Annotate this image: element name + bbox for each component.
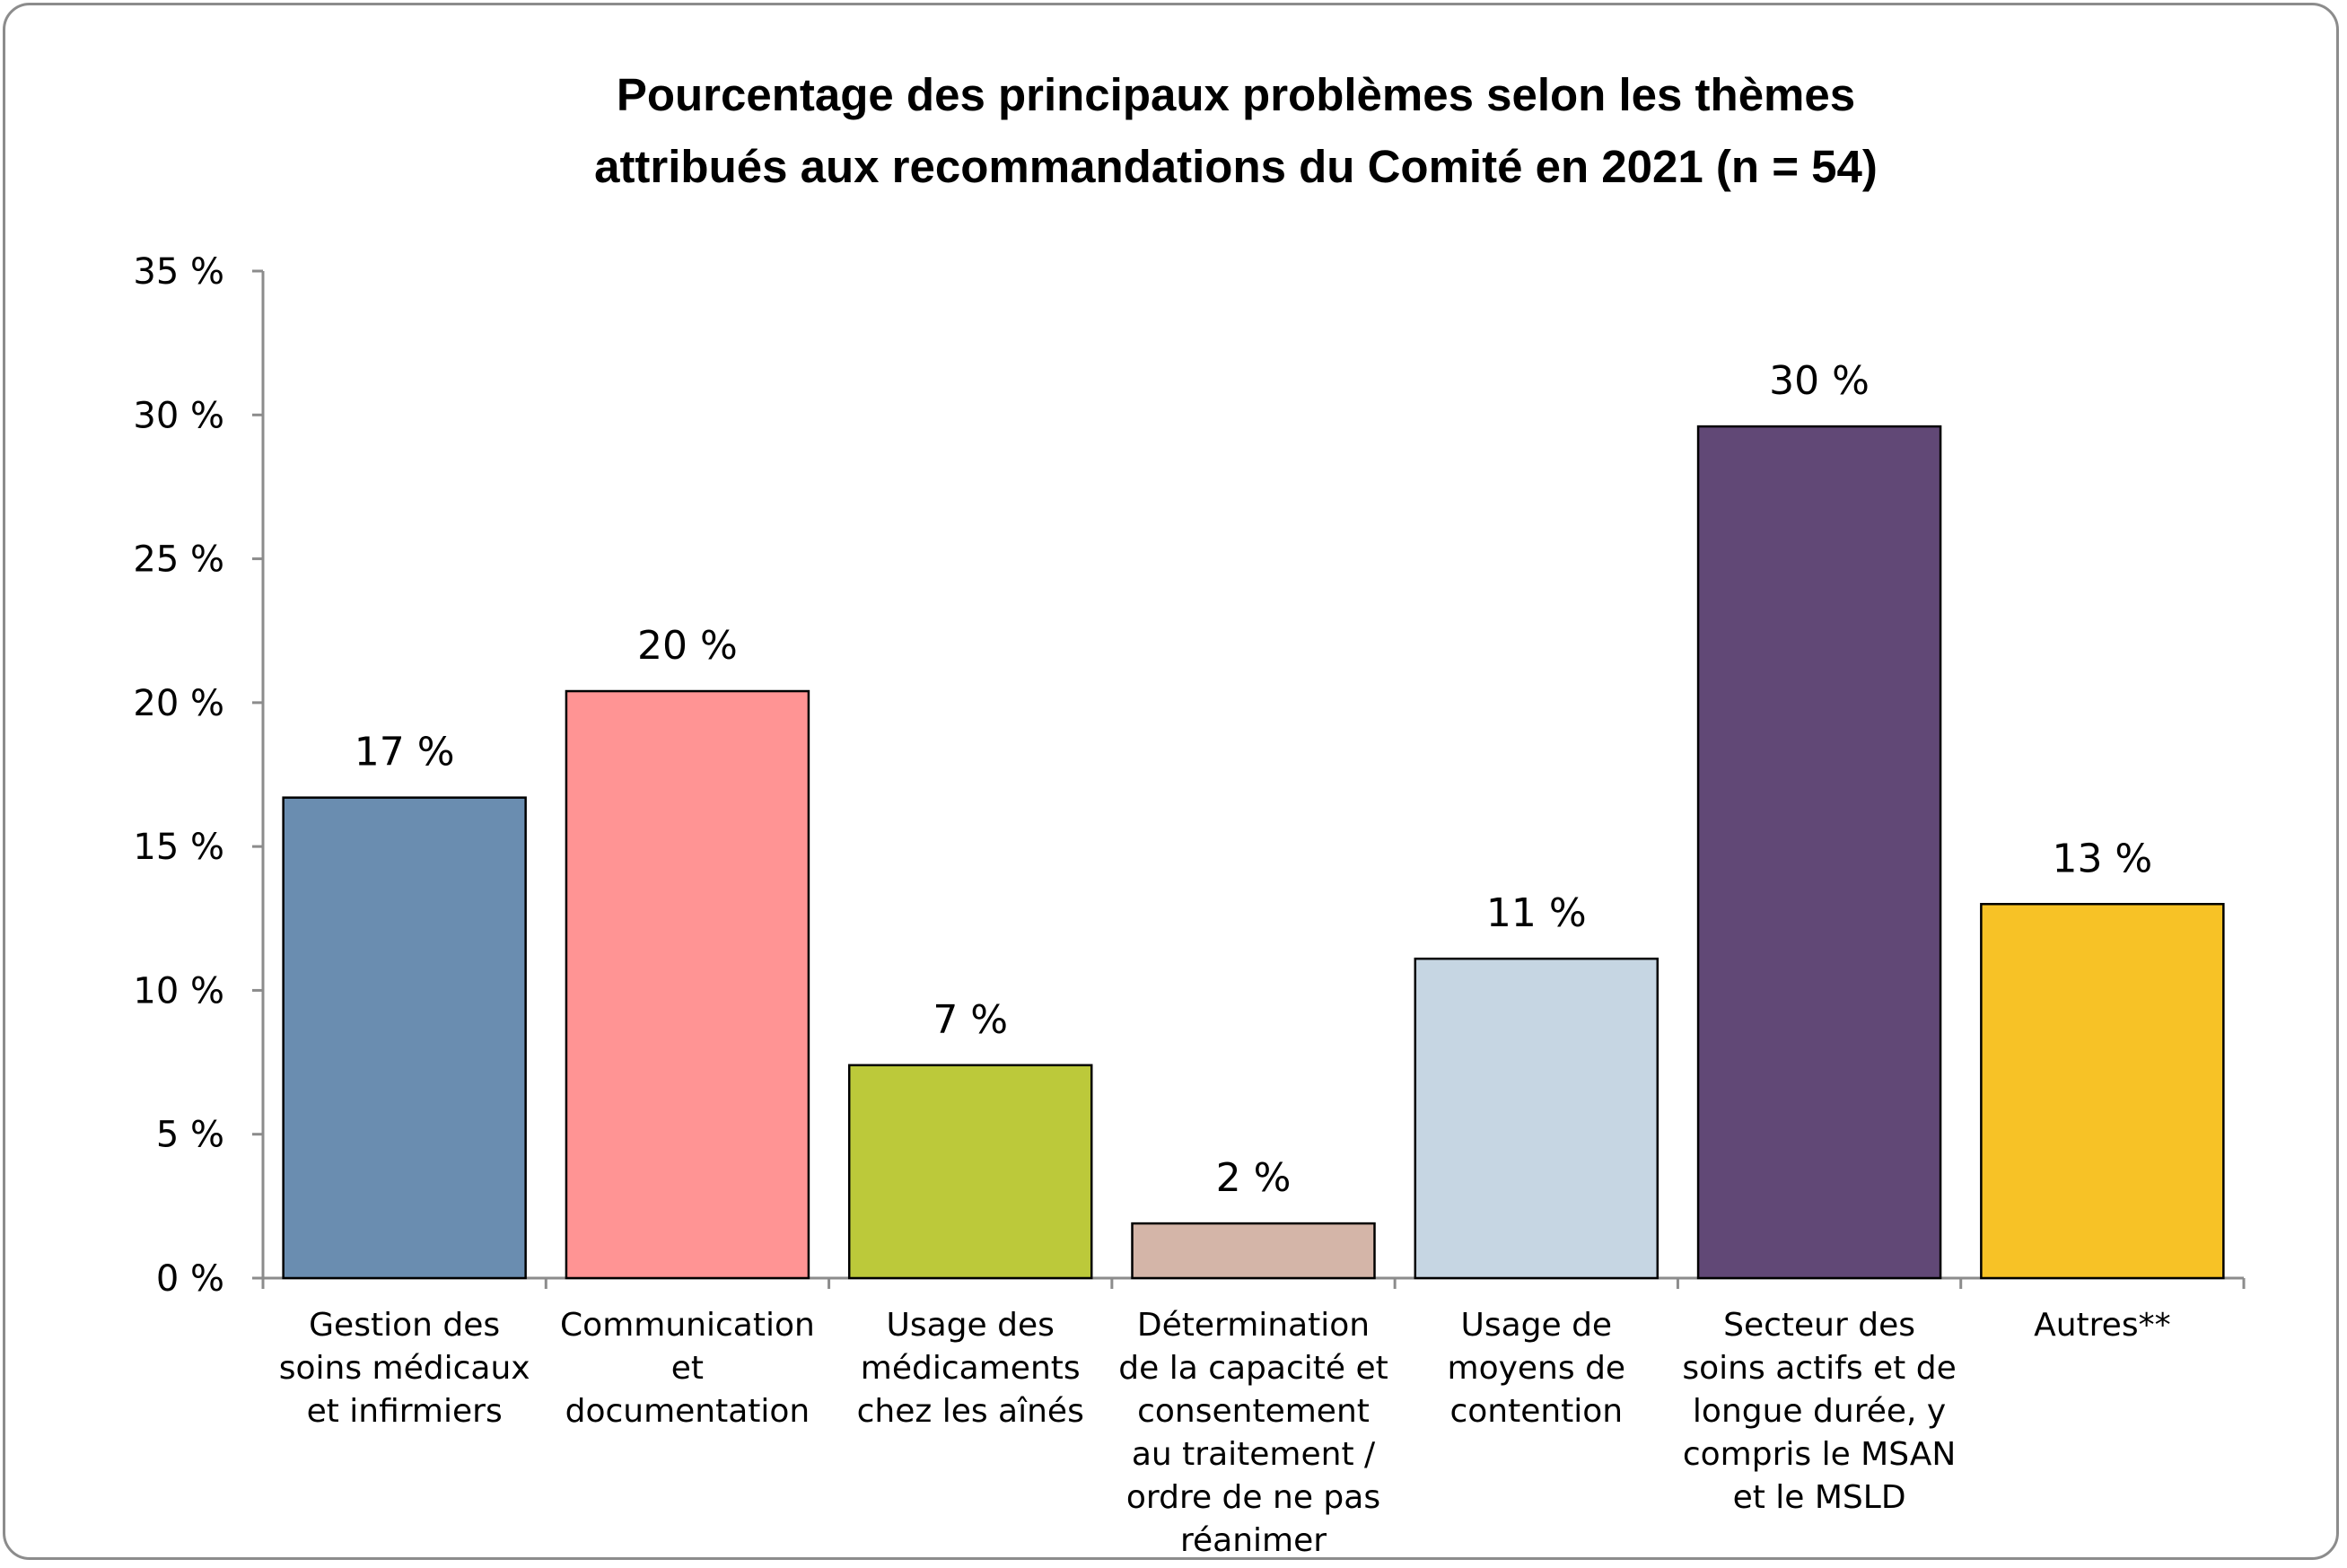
- category-label: Usage des: [887, 1307, 1055, 1344]
- category-label: Détermination: [1137, 1307, 1370, 1344]
- data-label: 20 %: [637, 623, 738, 669]
- data-label: 13 %: [2052, 836, 2152, 881]
- chart-frame: [3, 3, 2339, 1560]
- bars: 17 % Gestion des soins médicaux et infirmie…: [279, 358, 2225, 1559]
- category-label: contention: [1449, 1393, 1623, 1430]
- y-tick-label: 35 %: [133, 251, 224, 293]
- bar: [847, 1064, 1093, 1280]
- y-tick-label: 30 %: [133, 395, 224, 436]
- category-label: Autres**: [2034, 1307, 2170, 1344]
- category-label: moyens de: [1448, 1350, 1626, 1387]
- category-label: au traitement /: [1132, 1436, 1376, 1473]
- category-label: réanimer: [1180, 1522, 1327, 1559]
- category-label: soins médicaux: [279, 1350, 530, 1387]
- bar: [1414, 957, 1660, 1280]
- chart-title-line-2: attribués aux recommandations du Comité …: [594, 141, 1878, 192]
- y-tick-label: 5 %: [156, 1115, 224, 1156]
- y-tick-label: 20 %: [133, 683, 224, 724]
- chart-title-line-1: Pourcentage des principaux problèmes sel…: [617, 69, 1855, 120]
- category-label: et: [671, 1350, 704, 1387]
- bar: [565, 689, 810, 1280]
- category-label: compris le MSAN: [1683, 1436, 1956, 1473]
- y-tick-label: 10 %: [133, 970, 224, 1012]
- category-label: Secteur des: [1723, 1307, 1915, 1344]
- category-label: consentement: [1137, 1393, 1370, 1430]
- category-label: Gestion des: [309, 1307, 500, 1344]
- data-label: 11 %: [1486, 890, 1587, 936]
- category-label: longue durée, y: [1693, 1393, 1946, 1430]
- data-label: 2 %: [1216, 1155, 1292, 1201]
- category-label: médicaments: [861, 1350, 1081, 1387]
- bar: [1131, 1222, 1376, 1280]
- category-label: soins actifs et de: [1682, 1350, 1956, 1387]
- data-label: 17 %: [355, 730, 455, 775]
- y-tick-label: 25 %: [133, 539, 224, 581]
- bar: [1696, 425, 1942, 1280]
- data-label: 30 %: [1769, 358, 1870, 404]
- y-tick-label: 0 %: [156, 1258, 224, 1300]
- category-label: et infirmiers: [307, 1393, 503, 1430]
- category-label: chez les aînés: [857, 1393, 1084, 1430]
- category-label: ordre de ne pas: [1126, 1479, 1380, 1516]
- category-label: et le MSLD: [1733, 1479, 1906, 1516]
- bar: [282, 796, 527, 1280]
- data-label: 7 %: [933, 997, 1008, 1043]
- category-label: de la capacité et: [1118, 1350, 1388, 1387]
- y-tick-label: 15 %: [133, 827, 224, 868]
- bar: [1980, 903, 2225, 1280]
- category-label: documentation: [565, 1393, 810, 1430]
- category-label: Communication: [560, 1307, 815, 1344]
- category-label: Usage de: [1460, 1307, 1612, 1344]
